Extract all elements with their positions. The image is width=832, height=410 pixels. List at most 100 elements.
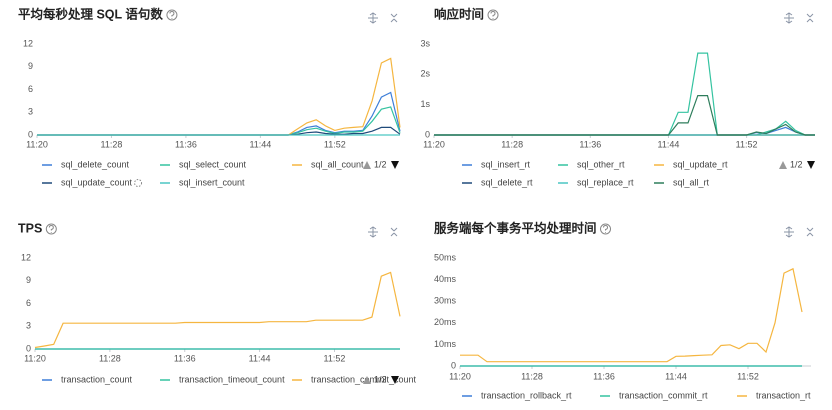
y-tick-label: 12 (23, 38, 33, 48)
legend-label: sql_other_rt (577, 159, 625, 169)
y-tick-label: 3s (420, 38, 430, 48)
legend-item[interactable]: sql_update_count (42, 177, 143, 187)
legend-label: sql_delete_rt (481, 177, 533, 187)
series-line (460, 267, 803, 363)
chart-title: 响应时间 (434, 6, 484, 21)
info-icon-mark (169, 10, 175, 19)
toolbar-icons[interactable] (368, 12, 814, 238)
legend-item[interactable]: sql_insert_rt (462, 159, 531, 169)
y-tick-label: 40ms (434, 274, 457, 284)
legend-label: sql_all_count (311, 159, 364, 169)
x-tick-label: 11:44 (665, 371, 687, 381)
x-tick-label: 11:20 (449, 371, 471, 381)
x-tick-label: 11:36 (175, 139, 197, 149)
legend-label: sql_replace_rt (577, 177, 634, 187)
pager-text: 1/2 (374, 159, 387, 169)
y-tick-label: 6 (26, 298, 31, 308)
x-tick-label: 11:44 (658, 139, 680, 149)
legend-item[interactable]: transaction_timeout_count (160, 374, 285, 384)
y-tick-label: 9 (28, 61, 33, 71)
legend-item[interactable]: sql_all_count (292, 159, 364, 169)
legend-label: sql_all_rt (673, 177, 710, 187)
chart-title: 服务端每个事务平均处理时间 (434, 220, 597, 235)
legend-label: sql_update_rt (673, 159, 728, 169)
info-icon-mark (48, 224, 54, 233)
x-tick-label: 11:20 (24, 353, 46, 363)
info-icon-mark (490, 10, 496, 19)
y-tick-label: 20ms (434, 317, 457, 327)
y-tick-label: 3 (26, 321, 31, 331)
y-tick-label: 10ms (434, 339, 457, 349)
pager-next[interactable] (391, 161, 399, 169)
x-tick-label: 11:36 (593, 371, 615, 381)
pager-prev[interactable] (363, 161, 371, 169)
pager-next[interactable] (807, 161, 815, 169)
x-tick-label: 11:20 (26, 139, 48, 149)
x-tick-label: 11:52 (737, 371, 759, 381)
legend-item[interactable]: sql_select_count (160, 159, 247, 169)
x-tick-label: 11:28 (99, 353, 121, 363)
loading-icon (134, 179, 143, 187)
x-tick-label: 11:44 (249, 139, 271, 149)
y-tick-label: 9 (26, 275, 31, 285)
y-tick-label: 0 (425, 129, 430, 139)
x-tick-label: 11:36 (579, 139, 601, 149)
legend-label: transaction_count (61, 374, 133, 384)
legend-item[interactable]: transaction_count (42, 374, 133, 384)
pager-prev[interactable] (779, 161, 787, 169)
pager-prev[interactable] (363, 376, 371, 384)
y-tick-label: 50ms (434, 252, 457, 262)
x-tick-label: 11:28 (101, 139, 123, 149)
legend-label: transaction_rt (756, 390, 811, 400)
series-line (37, 57, 401, 136)
legend-item[interactable]: sql_update_rt (654, 159, 728, 169)
pager-next[interactable] (391, 376, 399, 384)
legend-label: sql_select_count (179, 159, 247, 169)
legend-item[interactable]: transaction_rt (737, 390, 811, 400)
info-icon (166, 9, 178, 21)
x-tick-label: 11:44 (249, 353, 271, 363)
y-tick-label: 0 (451, 360, 456, 370)
series-line (34, 271, 401, 349)
chart-title: TPS (18, 221, 42, 235)
info-icon (487, 9, 499, 21)
legend-label: sql_update_count (61, 177, 133, 187)
legend-item[interactable]: sql_delete_rt (462, 177, 533, 187)
y-tick-label: 3 (28, 107, 33, 117)
legend-item[interactable]: sql_all_rt (654, 177, 710, 187)
x-tick-label: 11:52 (736, 139, 758, 149)
y-tick-label: 0 (26, 343, 31, 353)
legend-item[interactable]: sql_insert_count (160, 177, 245, 187)
y-tick-label: 1s (420, 99, 430, 109)
y-tick-label: 2s (420, 69, 430, 79)
legend-item[interactable]: sql_other_rt (558, 159, 625, 169)
series-line (434, 52, 815, 136)
legend-label: transaction_rollback_rt (481, 390, 572, 400)
y-tick-label: 6 (28, 84, 33, 94)
legend-item[interactable]: sql_delete_count (42, 159, 130, 169)
series-line (434, 126, 815, 136)
x-tick-label: 11:28 (521, 371, 543, 381)
legend-label: transaction_commit_count (311, 374, 417, 384)
info-icon-mark (603, 224, 609, 233)
pager-text: 1/2 (790, 159, 803, 169)
legend-item[interactable]: sql_replace_rt (558, 177, 634, 187)
legend-item[interactable]: transaction_commit_rt (600, 390, 708, 400)
legend-label: transaction_timeout_count (179, 374, 285, 384)
x-tick-label: 11:52 (324, 353, 346, 363)
series-line (434, 95, 815, 136)
legend-item[interactable]: transaction_commit_count (292, 374, 417, 384)
y-tick-label: 12 (21, 252, 31, 262)
chart-title: 平均每秒处理 SQL 语句数 (18, 6, 163, 21)
info-icon (45, 223, 57, 235)
legend-label: sql_delete_count (61, 159, 130, 169)
legend-item[interactable]: transaction_rollback_rt (462, 390, 572, 400)
y-tick-label: 30ms (434, 296, 457, 306)
legend-label: sql_insert_rt (481, 159, 531, 169)
legend-label: sql_insert_count (179, 177, 245, 187)
x-tick-label: 11:52 (324, 139, 346, 149)
legend-label: transaction_commit_rt (619, 390, 708, 400)
x-tick-label: 11:36 (174, 353, 196, 363)
info-icon (600, 223, 612, 235)
